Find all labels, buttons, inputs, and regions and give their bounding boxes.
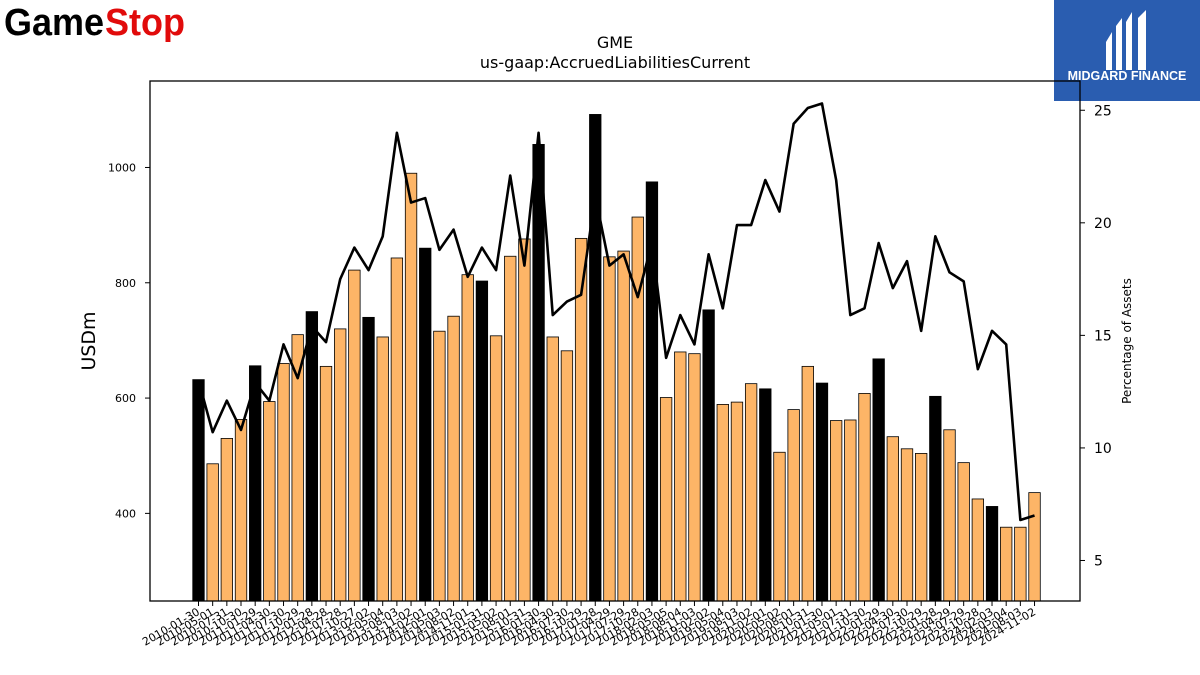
logo-text-game: Game	[4, 2, 104, 42]
bar-2014-08-02	[447, 315, 460, 602]
bar-2019-08-03	[730, 401, 744, 602]
bar-2021-10-30	[858, 393, 871, 602]
bar-2019-05-04	[716, 404, 729, 602]
y-tick-label: 800	[115, 277, 136, 290]
bar-2016-01-30	[532, 144, 545, 602]
bar-2012-07-28	[334, 328, 347, 602]
chart-title: GME	[597, 33, 633, 52]
bar-2022-04-30	[886, 436, 899, 602]
bar-2022-07-30	[900, 448, 914, 602]
bar-2024-11-02	[1028, 492, 1041, 602]
bar-2010-01-30	[192, 379, 205, 602]
bar-2018-11-03	[688, 353, 701, 602]
bar-2023-04-29	[943, 429, 956, 602]
publisher-name: MIDGARD FINANCE	[1068, 69, 1187, 83]
bar-2015-05-02	[489, 335, 503, 602]
midgard-finance-logo: MIDGARD FINANCE	[1054, 0, 1200, 101]
y2-tick-label: 5	[1094, 553, 1103, 569]
bar-2015-01-31	[475, 280, 489, 602]
bar-2017-07-29	[617, 250, 630, 602]
y2-tick-label: 25	[1094, 103, 1112, 119]
bar-2018-05-05	[659, 397, 673, 602]
midgard-emblem-icon	[1106, 10, 1146, 70]
y-tick-label: 1000	[108, 161, 136, 174]
y2-tick-label: 15	[1094, 328, 1112, 344]
y2-tick-label: 20	[1094, 216, 1112, 232]
bar-2019-11-02	[744, 383, 758, 602]
line-series	[197, 102, 1035, 522]
bar-2021-01-30	[815, 382, 829, 602]
bar-2012-10-27	[348, 269, 361, 602]
bar-2012-01-28	[305, 311, 319, 602]
bar-2021-05-01	[830, 420, 843, 602]
bar-2016-07-30	[560, 350, 574, 602]
bar-2023-10-28	[971, 498, 984, 602]
chart-subtitle: us-gaap:AccruedLiabilitiesCurrent	[480, 53, 750, 72]
bar-2020-05-02	[773, 451, 786, 602]
y2-axis-label: Percentage of Assets	[1120, 278, 1134, 404]
axes: 40060080010005101520252010-01-302010-05-…	[108, 80, 1112, 649]
bar-2014-02-01	[419, 247, 432, 602]
bar-2010-07-31	[220, 438, 233, 602]
bar-2020-08-01	[787, 409, 800, 602]
bar-2010-10-30	[234, 418, 248, 602]
bar-2019-02-02	[702, 309, 715, 602]
percentage-of-assets-line	[197, 102, 1035, 522]
bar-2015-08-01	[504, 255, 517, 602]
bar-2011-07-30	[277, 363, 290, 602]
bar-2023-01-28	[929, 395, 942, 602]
bar-2024-08-03	[1014, 526, 1027, 602]
bar-2014-11-01	[461, 274, 474, 602]
bar-2012-04-28	[319, 365, 333, 602]
bar-2011-04-30	[263, 401, 276, 602]
bar-2010-05-01	[206, 463, 219, 602]
bar-2023-07-29	[957, 462, 970, 602]
bar-2017-10-28	[631, 216, 644, 602]
bar-2021-07-31	[844, 419, 857, 602]
bar-2014-05-03	[433, 330, 446, 602]
bar-2015-10-31	[518, 238, 531, 602]
y-tick-label: 400	[115, 507, 136, 520]
y-axis-label: USDm	[78, 311, 100, 370]
bar-2024-05-04	[1000, 526, 1013, 602]
bar-2024-02-03	[985, 506, 999, 602]
bar-2013-08-03	[390, 257, 404, 602]
gamestop-logo: Game Stop	[4, 2, 185, 42]
y2-tick-label: 10	[1094, 441, 1112, 457]
bar-2016-04-30	[546, 336, 559, 602]
bar-2013-05-04	[376, 336, 389, 602]
bar-2017-04-29	[603, 256, 616, 602]
bar-2020-02-01	[759, 388, 772, 602]
bar-2013-02-02	[362, 316, 375, 602]
logo-text-stop: Stop	[105, 2, 185, 42]
bar-2022-01-29	[872, 358, 885, 602]
bar-2017-01-28	[589, 114, 602, 602]
bar-2020-10-31	[801, 365, 814, 602]
bar-2013-11-02	[404, 172, 418, 602]
bar-2022-10-29	[915, 453, 928, 602]
bar-series	[192, 114, 1041, 602]
plot-frame	[149, 80, 1081, 602]
bar-2011-01-29	[249, 365, 262, 602]
y-tick-label: 600	[115, 392, 136, 405]
bar-2018-08-04	[674, 351, 687, 602]
